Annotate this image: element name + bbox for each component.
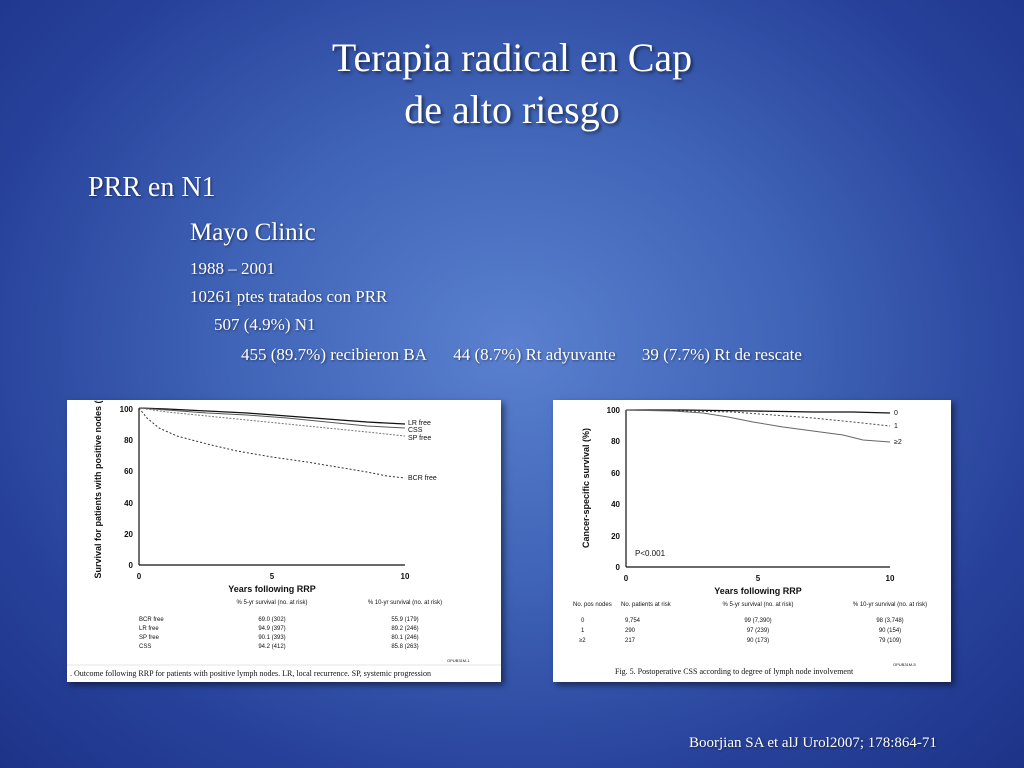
fig2-curve-1	[625, 409, 891, 427]
fig2-ytick-100: 100	[607, 406, 621, 415]
fig1-ytick-40: 40	[124, 499, 133, 508]
fig1-ytick-100: 100	[120, 405, 134, 414]
n1-text: 507 (4.9%) N1	[214, 315, 316, 334]
fig2-row2-10yr: 90 (154)	[879, 628, 901, 634]
fig1-row2-5yr: 94.9 (397)	[258, 626, 285, 632]
fig1-row1-5yr: 69.0 (302)	[258, 617, 285, 623]
fig2-ytick-0: 0	[616, 563, 621, 572]
fig2-curve-2plus	[625, 409, 891, 443]
fig1-label-lr-free: LR free	[408, 420, 431, 427]
fig1-id: OPUB31M-1	[447, 658, 470, 663]
fig1-row2-label: LR free	[139, 626, 159, 632]
fig2-th-patients: No. patients at risk	[621, 602, 672, 608]
fig2-caption: Fig. 5. Postoperative CSS according to d…	[615, 667, 854, 676]
fig1-curve-bcr-free	[138, 407, 406, 479]
fig2-id: OPUB31M-5	[893, 662, 916, 667]
fig1-ytick-60: 60	[124, 467, 133, 476]
fig1-th-5yr: % 5-yr survival (no. at risk)	[236, 600, 307, 606]
fig2-label-0: 0	[894, 410, 898, 417]
fig1-xtick-5: 5	[270, 572, 275, 581]
fig2-row3-nodes: ≥2	[579, 638, 586, 644]
fig2-th-10yr: % 10-yr survival (no. at risk)	[853, 602, 927, 608]
fig1-row3-label: SP free	[139, 635, 160, 641]
fig1-ylabel: Survival for patients with positive node…	[93, 400, 103, 579]
fig2-row3-5yr: 90 (173)	[747, 638, 769, 644]
fig1-row4-5yr: 94.2 (412)	[258, 644, 285, 650]
fig1-label-css: CSS	[408, 427, 423, 434]
fig2-label-2plus: ≥2	[894, 439, 902, 446]
fig1-row4-label: CSS	[139, 644, 151, 650]
fig2-th-nodes: No. pos nodes	[573, 602, 612, 608]
fig2-row3-patients: 217	[625, 638, 636, 644]
citation: Boorjian SA et alJ Urol2007; 178:864-71	[689, 735, 937, 751]
breakdown-line: 455 (89.7%) recibieron BA 44 (8.7%) Rt a…	[241, 345, 824, 365]
fig2-xtick-0: 0	[624, 574, 629, 583]
heading-prr-n1: PRR en N1	[88, 172, 216, 203]
fig2-row3-10yr: 79 (109)	[879, 638, 901, 644]
fig2-ytick-20: 20	[611, 532, 620, 541]
fig1-row3-5yr: 90.1 (393)	[258, 635, 285, 641]
breakdown-ba: 455 (89.7%) recibieron BA	[241, 345, 428, 364]
fig1-ytick-0: 0	[129, 561, 134, 570]
fig1-xlabel: Years following RRP	[228, 584, 316, 594]
figure-1-panel: Survival for patients with positive node…	[67, 400, 501, 682]
fig1-label-bcr-free: BCR free	[408, 475, 437, 482]
fig1-label-sp-free: SP free	[408, 435, 431, 442]
breakdown-rescue: 39 (7.7%) Rt de rescate	[641, 345, 802, 364]
fig1-row4-10yr: 85.8 (263)	[391, 644, 418, 650]
title-line-2: de alto riesgo	[404, 87, 620, 132]
fig2-row2-patients: 290	[625, 628, 636, 634]
fig2-ytick-40: 40	[611, 500, 620, 509]
fig2-curve-0	[626, 409, 891, 414]
patients-text: 10261 ptes tratados con PRR	[190, 287, 388, 306]
fig2-ytick-60: 60	[611, 469, 620, 478]
fig1-ytick-20: 20	[124, 530, 133, 539]
fig2-row2-nodes: 1	[581, 628, 585, 634]
fig1-xtick-10: 10	[401, 572, 410, 581]
fig2-xtick-5: 5	[756, 574, 761, 583]
fig1-row3-10yr: 80.1 (246)	[391, 635, 418, 641]
figure-2-panel: Cancer-specific survival (%) 0 20 40 60 …	[553, 400, 951, 682]
fig2-row1-5yr: 99 (7,390)	[744, 618, 771, 624]
fig2-row1-patients: 9,754	[625, 618, 641, 624]
fig1-row2-10yr: 89.2 (246)	[391, 626, 418, 632]
fig1-xtick-0: 0	[137, 572, 142, 581]
fig1-row1-label: BCR free	[139, 617, 164, 623]
fig1-curve-css	[138, 407, 406, 429]
fig2-xtick-10: 10	[886, 574, 895, 583]
fig2-ylabel: Cancer-specific survival (%)	[581, 428, 591, 548]
fig1-th-10yr: % 10-yr survival (no. at risk)	[368, 600, 442, 606]
subheading-mayo: Mayo Clinic	[190, 219, 316, 246]
period-text: 1988 – 2001	[190, 259, 275, 278]
fig2-xlabel: Years following RRP	[714, 586, 802, 596]
slide-title: Terapia radical en Cap de alto riesgo	[0, 32, 1024, 136]
fig1-ytick-80: 80	[124, 436, 133, 445]
fig1-row1-10yr: 55.9 (179)	[391, 617, 418, 623]
fig2-row2-5yr: 97 (239)	[747, 628, 769, 634]
fig2-row1-10yr: 98 (3,748)	[876, 618, 903, 624]
fig2-label-1: 1	[894, 423, 898, 430]
breakdown-adjuvant: 44 (8.7%) Rt adyuvante	[453, 345, 616, 364]
fig2-th-5yr: % 5-yr survival (no. at risk)	[722, 602, 793, 608]
fig1-curve-lr-free	[138, 407, 406, 425]
title-line-1: Terapia radical en Cap	[331, 35, 693, 80]
fig2-row1-nodes: 0	[581, 618, 585, 624]
fig2-pvalue: P<0.001	[635, 549, 666, 558]
fig1-caption: . Outcome following RRP for patients wit…	[70, 669, 431, 678]
fig2-ytick-80: 80	[611, 437, 620, 446]
